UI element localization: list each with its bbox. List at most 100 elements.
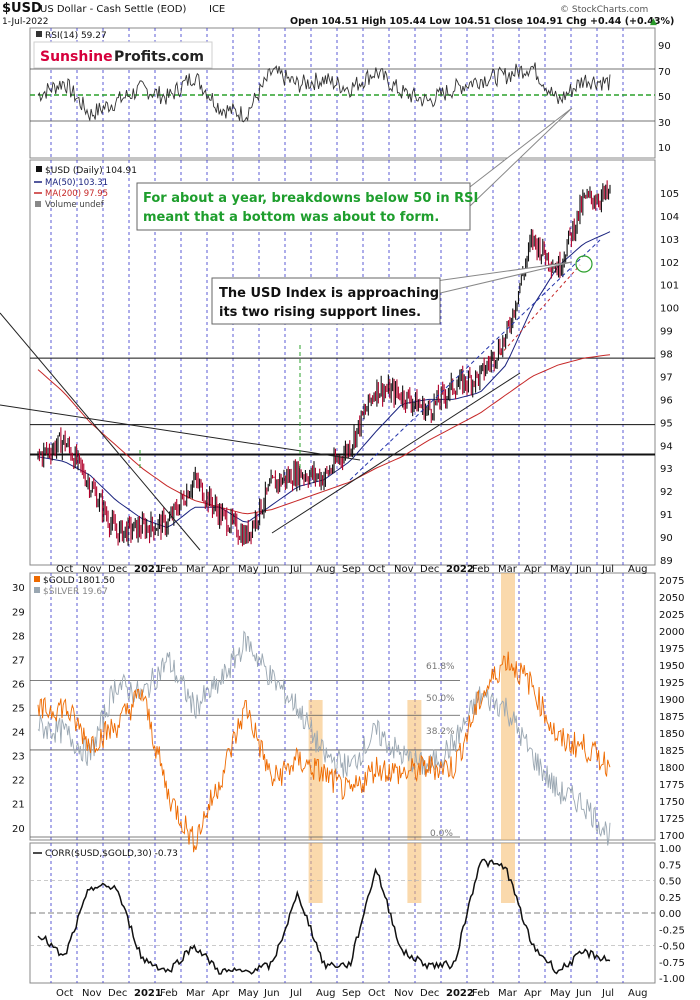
x-label-mid: May	[550, 564, 571, 575]
x-label-mid: Apr	[524, 564, 542, 575]
annotation-rsi-box	[136, 182, 471, 231]
fib-382-label: 38.2%	[426, 727, 455, 737]
gold-tick: 2025	[659, 610, 684, 621]
usd-legend: $USD (Daily) 104.91	[45, 166, 137, 176]
x-label-mid: May	[238, 564, 259, 575]
x-label-mid: Nov	[394, 564, 414, 575]
silver-line	[37, 630, 611, 846]
corr-tick: -0.75	[659, 958, 685, 969]
x-label-mid: Feb	[160, 564, 178, 575]
x-label-bottom: Jul	[289, 988, 302, 999]
x-label-mid: Apr	[212, 564, 230, 575]
x-label-bottom: Oct	[368, 988, 385, 999]
support-circle	[575, 255, 593, 273]
usd-tick: 100	[660, 304, 679, 315]
x-label-mid: Nov	[82, 564, 102, 575]
usd-tick: 97	[660, 372, 673, 383]
callout-pointers	[435, 107, 573, 295]
gold-tick: 1825	[659, 746, 684, 757]
annotation-support-line2: its two rising support lines.	[219, 305, 421, 320]
ma200-line	[37, 354, 611, 515]
usd-tick: 89	[660, 556, 673, 567]
gold-tick: 1975	[659, 644, 684, 655]
trendline-support-rising	[271, 372, 521, 534]
silver-tick: 23	[12, 752, 25, 763]
x-label-mid: 2021	[134, 564, 162, 575]
highlight-band	[501, 573, 515, 700]
price-legend: $USD (Daily) 104.91 MA(50) 103.31 MA(200…	[34, 166, 137, 210]
annotation-support-line1: The USD Index is approaching	[219, 286, 439, 301]
callout2-pointer	[435, 261, 573, 295]
silver-tick: 22	[12, 776, 25, 787]
x-label-bottom: Mar	[186, 988, 206, 999]
usd-tick: 98	[660, 350, 673, 361]
gold-silver-panel	[29, 572, 656, 841]
gold-tick: 2075	[659, 576, 684, 587]
annotation-rsi-line2: meant that a bottom was about to form.	[143, 210, 439, 225]
x-label-mid: Jul	[289, 564, 302, 575]
silver-tick: 27	[12, 655, 25, 666]
rsi-legend-label: RSI(14) 59.27	[45, 31, 107, 41]
rsi-panel	[29, 27, 656, 159]
corr-tick: -0.50	[659, 942, 685, 953]
volume-swatch	[35, 201, 41, 207]
gold-axis: 2075 2050 2025 2000 1975 1950 1925 1900 1875 1850…	[659, 576, 684, 842]
x-label-bottom: May	[238, 988, 259, 999]
ma200-legend: MA(200) 97.95	[45, 189, 108, 199]
x-label-bottom: Jun	[263, 988, 280, 999]
x-label-bottom: Apr	[524, 988, 542, 999]
corr-tick: 0.00	[659, 909, 681, 920]
highlight-band	[308, 843, 323, 903]
corr-tick: -1.00	[659, 974, 685, 985]
x-label-bottom: Dec	[420, 988, 439, 999]
x-label-mid: Dec	[108, 564, 127, 575]
highlight-band	[501, 700, 515, 840]
x-label-mid: Mar	[186, 564, 206, 575]
volume-legend: Volume undef	[45, 200, 105, 210]
x-label-mid: Aug	[316, 564, 336, 575]
x-label-bottom: 2021	[134, 988, 162, 999]
usd-tick: 91	[660, 510, 673, 521]
x-label-bottom: Jul	[601, 988, 614, 999]
rsi-axis: 90 70 50 30 10	[658, 41, 671, 154]
rsi-legend: RSI(14) 59.27	[36, 31, 107, 41]
correlation-line	[37, 858, 611, 975]
usd-axis: 105 104 103 102 101 100 99 98 97 96 95 94 93 92 91 90 89	[660, 189, 679, 567]
silver-legend-swatch	[34, 587, 40, 593]
brand-box	[33, 41, 213, 69]
x-label-bottom: Aug	[628, 988, 648, 999]
usd-tick: 95	[660, 418, 673, 429]
usd-tick: 90	[660, 533, 673, 544]
brand-logo: Sunshine Profits.com	[33, 41, 213, 69]
gold-tick: 1875	[659, 712, 684, 723]
x-label-bottom: May	[550, 988, 571, 999]
corr-axis: 1.00 0.75 0.50 0.25 0.00 -0.25 -0.50 -0.75 -1.00	[659, 844, 685, 985]
x-label-mid: Jul	[601, 564, 614, 575]
x-label-mid: Jun	[575, 564, 592, 575]
highlight-band	[407, 700, 422, 840]
fib-0-label: 0.0%	[430, 829, 453, 839]
x-label-bottom: Nov	[394, 988, 414, 999]
usd-tick: 99	[660, 327, 673, 338]
ma50-legend: MA(50) 103.31	[45, 178, 108, 188]
silver-legend: $SILVER 19.67	[43, 587, 108, 597]
gold-legend: $GOLD 1801.50	[43, 576, 115, 586]
silver-tick: 29	[12, 607, 25, 618]
trendline-dashed-blue	[349, 239, 601, 481]
silver-tick: 24	[12, 728, 25, 739]
gold-tick: 2050	[659, 593, 684, 604]
instrument-name: US Dollar - Cash Settle (EOD)	[40, 4, 187, 15]
gold-tick: 1925	[659, 678, 684, 689]
rsi-levels	[30, 68, 655, 122]
usd-tick: 101	[660, 281, 679, 292]
x-label-mid: Aug	[628, 564, 648, 575]
silver-axis: 30 29 28 27 26 25 24 23 22 21 20	[12, 583, 25, 835]
x-label-mid: Oct	[56, 564, 73, 575]
corr-tick: 1.00	[659, 844, 681, 855]
corr-tick: 0.75	[659, 860, 681, 871]
usd-price-bars	[37, 180, 611, 547]
rsi-tick: 30	[658, 118, 671, 129]
exchange: ICE	[209, 4, 225, 15]
